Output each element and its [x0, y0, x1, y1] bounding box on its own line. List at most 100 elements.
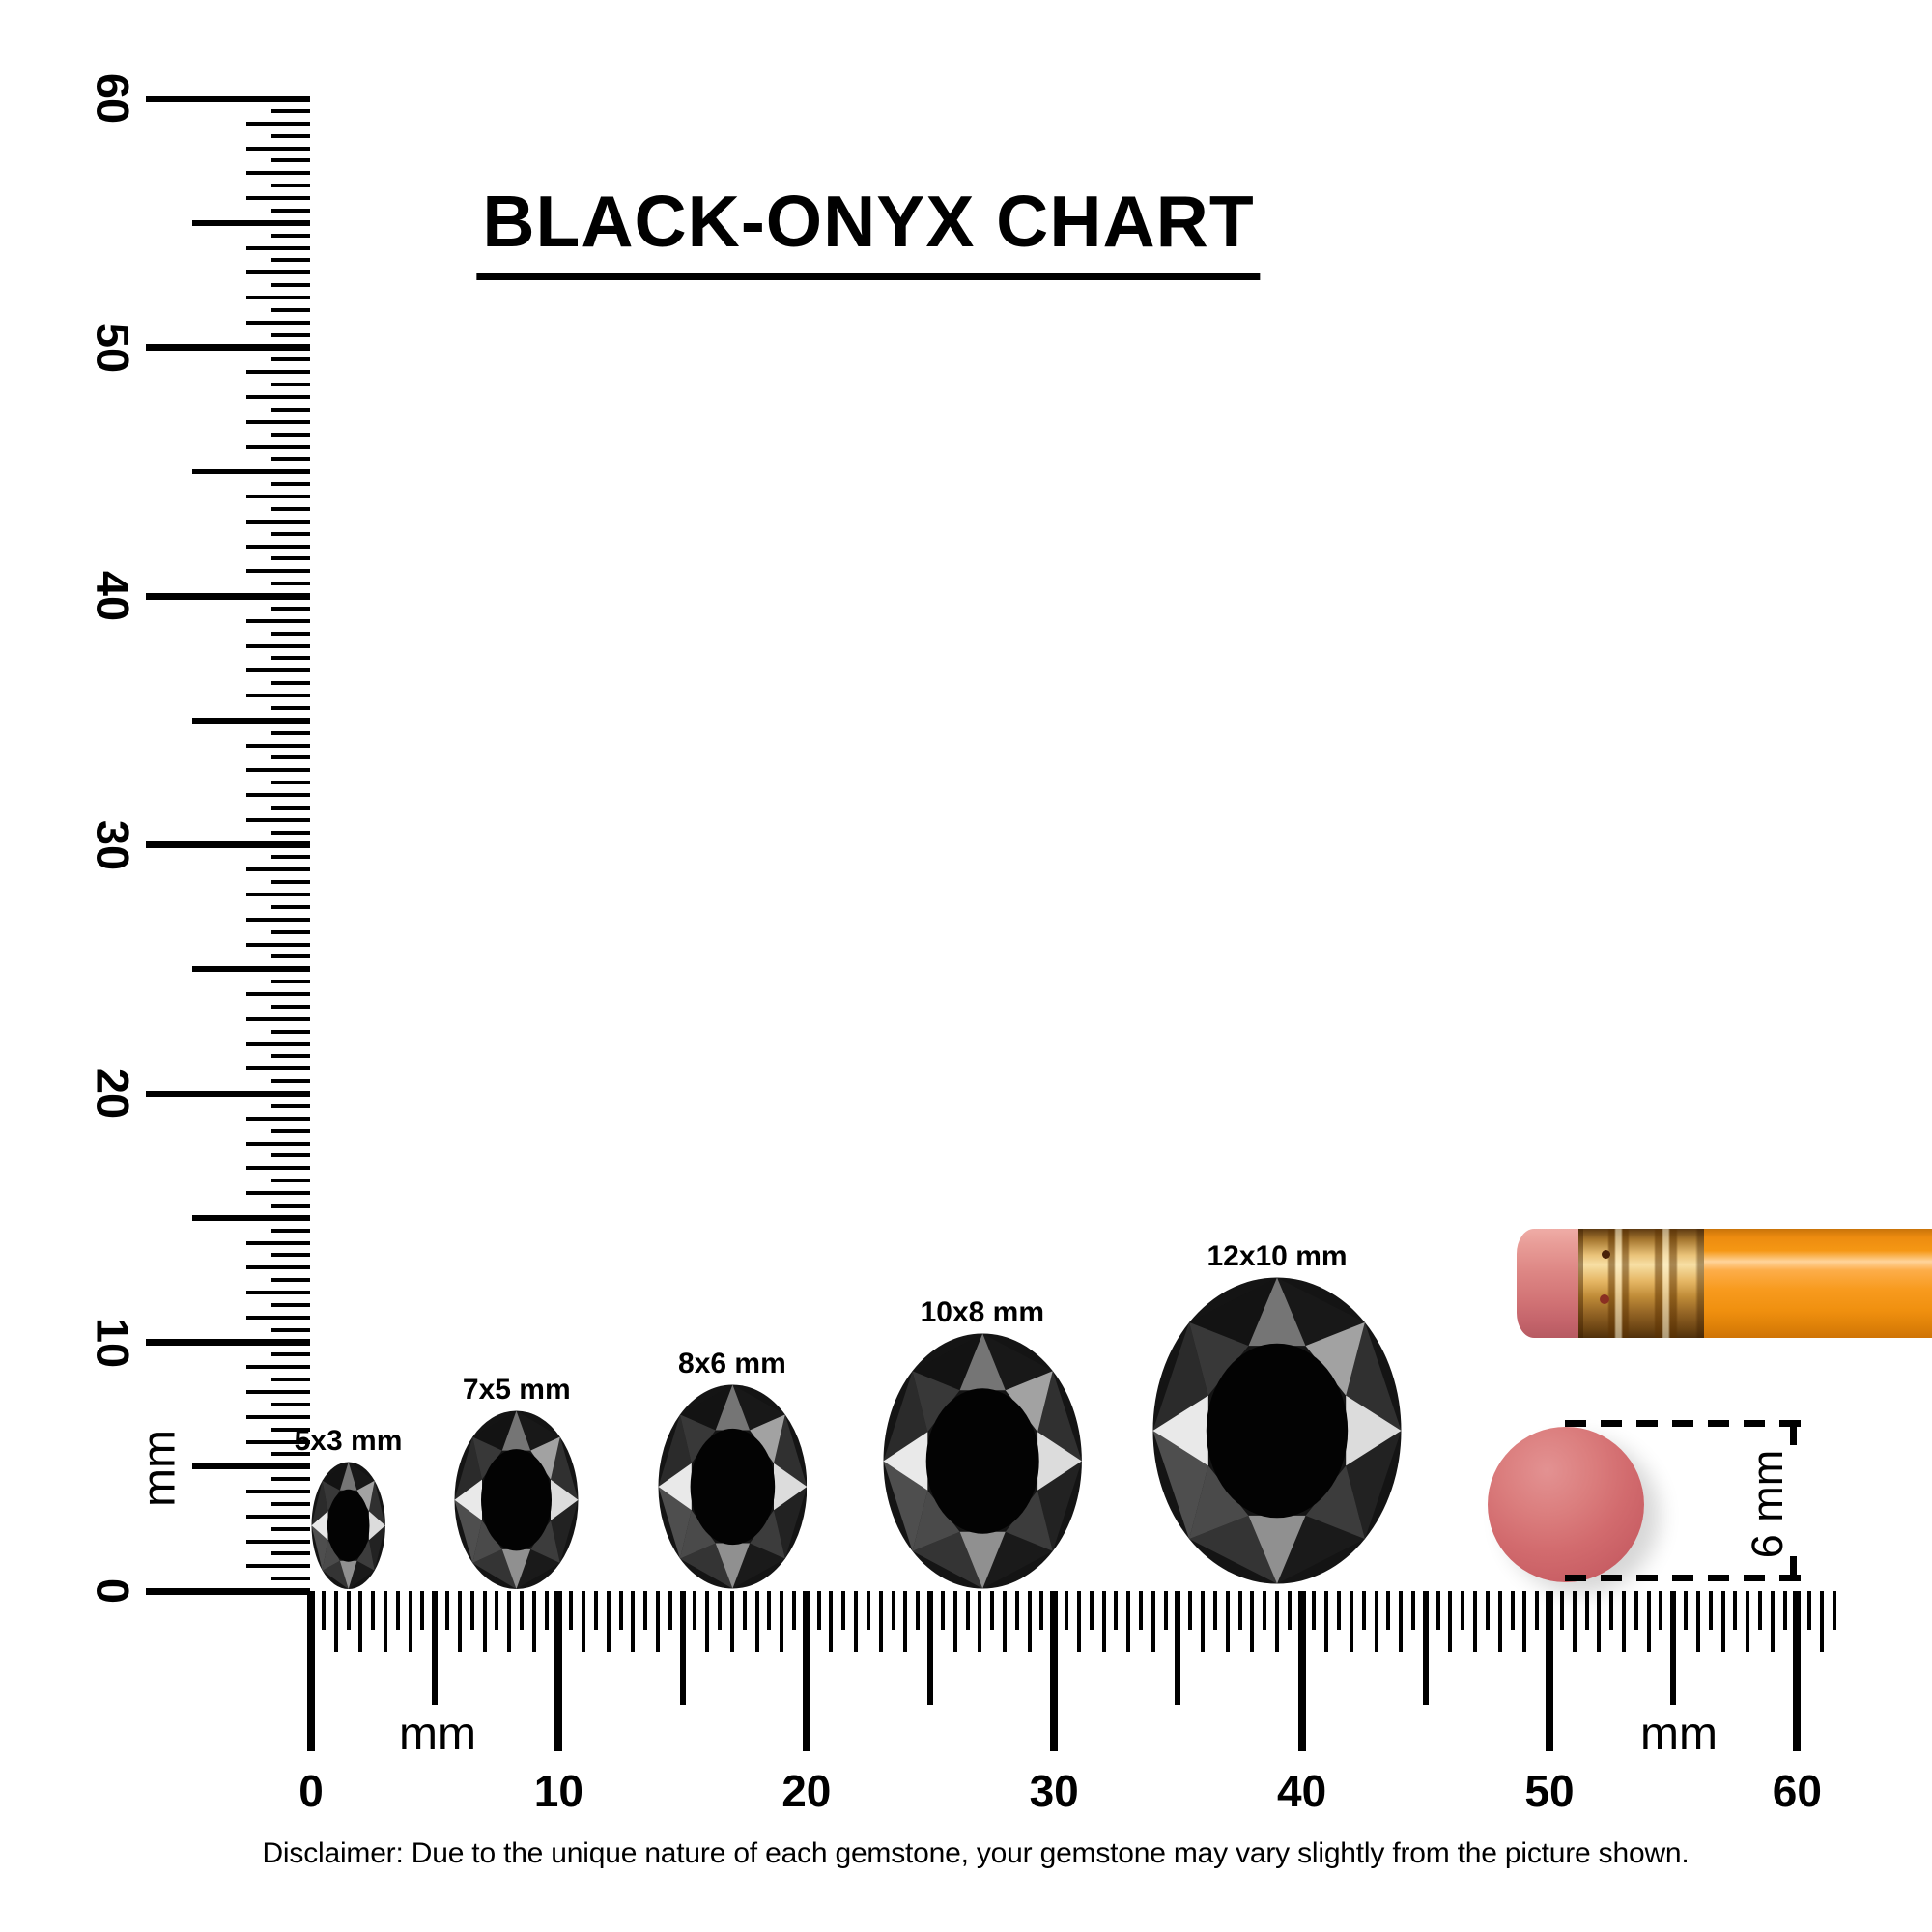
- h-tick: [1014, 1591, 1019, 1630]
- v-tick: [246, 643, 310, 648]
- gem-facet: [749, 1510, 785, 1559]
- pencil-ferrule: [1578, 1229, 1704, 1338]
- h-tick: [432, 1591, 439, 1705]
- v-tick: [271, 730, 310, 735]
- gem-size-label: 8x6 mm: [678, 1348, 786, 1379]
- h-tick: [866, 1591, 870, 1630]
- gem-facet: [530, 1436, 561, 1480]
- gem-facet: [322, 1480, 340, 1511]
- h-tick: [420, 1591, 425, 1630]
- gem-facet: [773, 1487, 807, 1559]
- v-tick: [271, 855, 310, 860]
- v-tick: [246, 1291, 310, 1294]
- gem-facet: [516, 1410, 561, 1451]
- gem-8x6-mm: [658, 1384, 807, 1589]
- v-tick: [246, 1514, 310, 1519]
- v-tick: [246, 370, 310, 375]
- v-tick: [246, 1439, 310, 1444]
- v-tick: [271, 108, 310, 113]
- h-tick: [841, 1591, 846, 1630]
- v-tick: [246, 867, 310, 872]
- h-tick: [1297, 1591, 1306, 1751]
- h-tick: [1510, 1591, 1515, 1630]
- v-tick: [271, 1402, 310, 1406]
- v-tick: [192, 219, 310, 226]
- v-tick: [271, 482, 310, 487]
- v-tick: [246, 1141, 310, 1146]
- v-tick: [246, 768, 310, 773]
- gem-facet: [1189, 1515, 1277, 1584]
- v-tick: [271, 656, 310, 661]
- v-tick: [271, 1302, 310, 1307]
- h-ruler-number: 30: [1029, 1766, 1079, 1816]
- v-tick: [271, 556, 310, 561]
- h-tick: [569, 1591, 574, 1630]
- h-tick: [1572, 1591, 1577, 1652]
- h-tick: [1770, 1591, 1775, 1652]
- vertical-ruler-unit-label: mm: [133, 1430, 185, 1507]
- v-tick: [271, 582, 310, 586]
- h-tick: [705, 1591, 710, 1652]
- gem-facet: [679, 1543, 732, 1589]
- h-tick: [1535, 1591, 1540, 1630]
- gem-facet: [348, 1462, 375, 1491]
- gem-facet: [658, 1463, 692, 1511]
- gem-5x3-mm: [311, 1462, 385, 1589]
- v-tick: [271, 1577, 310, 1581]
- v-ruler-number: 50: [87, 322, 139, 373]
- v-ruler-number: 20: [87, 1067, 139, 1120]
- v-tick: [146, 841, 310, 848]
- v-tick: [246, 495, 310, 498]
- v-tick: [271, 1278, 310, 1283]
- v-tick: [246, 121, 310, 126]
- h-tick: [1114, 1591, 1119, 1630]
- h-tick: [582, 1591, 585, 1652]
- gem-facet: [1346, 1395, 1402, 1466]
- v-ruler-number: 0: [87, 1577, 139, 1605]
- h-tick: [1522, 1591, 1527, 1652]
- gem-facet: [356, 1480, 375, 1511]
- v-tick: [146, 1090, 310, 1097]
- gem-facet: [454, 1436, 483, 1500]
- h-tick: [1101, 1591, 1106, 1652]
- v-tick: [271, 1228, 310, 1233]
- h-tick: [544, 1591, 549, 1630]
- h-tick: [1374, 1591, 1378, 1652]
- h-ruler-number: 50: [1524, 1766, 1575, 1816]
- gem-facet: [1005, 1490, 1053, 1551]
- dashed-measure-bottom-line: [1565, 1575, 1803, 1581]
- v-tick: [246, 1564, 310, 1569]
- h-tick: [383, 1591, 387, 1652]
- v-tick: [271, 1501, 310, 1506]
- v-tick: [271, 606, 310, 611]
- gem-facet: [356, 1539, 375, 1571]
- gem-facet: [925, 1388, 1039, 1534]
- gem-facet: [658, 1414, 692, 1487]
- v-tick: [271, 1079, 310, 1084]
- v-tick: [271, 1203, 310, 1208]
- v-tick: [246, 942, 310, 947]
- gem-facet: [472, 1410, 517, 1451]
- gem-facet: [339, 1462, 357, 1491]
- v-tick: [271, 830, 310, 835]
- v-tick: [192, 966, 310, 973]
- h-tick: [1461, 1591, 1465, 1630]
- v-tick: [146, 1339, 310, 1346]
- v-tick: [271, 457, 310, 462]
- h-tick: [767, 1591, 772, 1630]
- h-tick: [1473, 1591, 1478, 1652]
- h-tick: [1634, 1591, 1638, 1630]
- h-tick: [1076, 1591, 1081, 1652]
- v-tick: [246, 1166, 310, 1171]
- h-tick: [1435, 1591, 1440, 1630]
- h-tick: [1782, 1591, 1787, 1630]
- v-tick: [246, 1066, 310, 1071]
- gem-facet: [368, 1510, 385, 1540]
- h-tick: [693, 1591, 697, 1630]
- h-tick: [1250, 1591, 1255, 1652]
- v-tick: [271, 1054, 310, 1059]
- gem-facet: [322, 1560, 349, 1589]
- gem-facet: [1189, 1277, 1277, 1347]
- h-tick: [854, 1591, 859, 1652]
